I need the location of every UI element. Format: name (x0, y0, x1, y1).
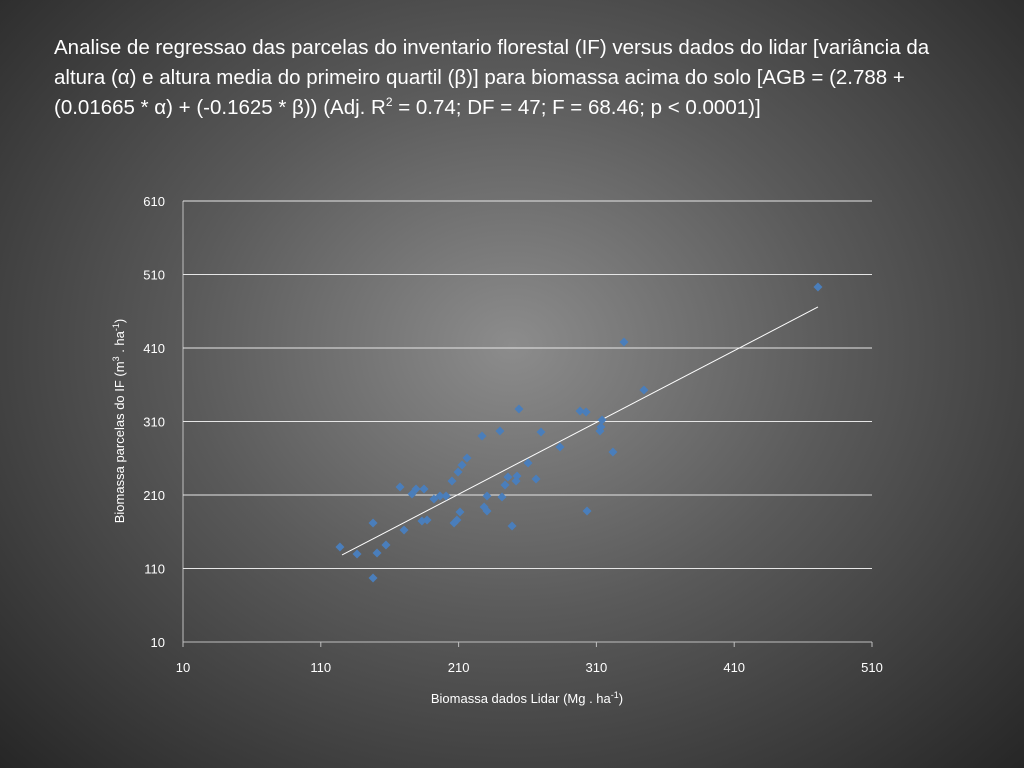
label-text: Biomassa parcelas do IF (m (112, 361, 127, 523)
data-point (507, 521, 517, 531)
data-point (419, 484, 429, 494)
data-point (399, 525, 409, 535)
y-tick-label: 510 (143, 268, 165, 283)
data-point (352, 549, 362, 559)
title-text: = 0.74; DF = 47; F = 68.46; p < 0.0001)] (392, 96, 761, 119)
data-point (813, 282, 823, 292)
label-text: ) (619, 691, 623, 706)
x-tick-label: 110 (310, 660, 331, 675)
data-point (411, 484, 421, 494)
data-point (608, 447, 618, 457)
data-point (422, 515, 432, 525)
data-point (482, 491, 492, 501)
trend-line (341, 306, 819, 556)
x-axis-label: Biomassa dados Lidar (Mg . ha-1) (431, 690, 623, 706)
data-point (368, 573, 378, 583)
label-text: ) (112, 319, 127, 323)
y-tick-label: 110 (144, 562, 165, 577)
data-point (368, 518, 378, 528)
data-point (500, 480, 510, 490)
data-point (452, 515, 462, 525)
y-tick-label: 310 (143, 415, 165, 430)
data-point (453, 467, 463, 477)
data-point (619, 337, 629, 347)
data-point (555, 442, 565, 452)
y-axis-label: Biomassa parcelas do IF (m3 . ha-1) (111, 319, 127, 524)
x-tick-label: 10 (176, 660, 190, 675)
data-point (455, 507, 465, 517)
label-superscript: -1 (611, 690, 619, 700)
data-point (639, 385, 649, 395)
data-point (582, 506, 592, 516)
data-point (462, 453, 472, 463)
y-tick-label: 610 (143, 194, 165, 209)
y-tick-label: 210 (143, 488, 165, 503)
data-point (335, 542, 345, 552)
x-tick-label: 410 (723, 660, 745, 675)
chart-title: Analise de regressao das parcelas do inv… (54, 33, 934, 123)
label-superscript: 3 (111, 356, 121, 361)
y-tick-label: 10 (151, 635, 165, 650)
data-point (447, 476, 457, 486)
data-point (495, 426, 505, 436)
data-point (497, 492, 507, 502)
data-point (503, 472, 513, 482)
title-text: Analise de regressao das parcelas do inv… (54, 36, 930, 119)
data-point (523, 458, 533, 468)
data-point (597, 415, 607, 425)
data-point (381, 540, 391, 550)
data-point (536, 427, 546, 437)
label-text: . ha (112, 330, 127, 356)
data-point (531, 474, 541, 484)
x-tick-label: 210 (448, 660, 470, 675)
data-point (596, 422, 606, 432)
data-point (441, 491, 451, 501)
title-superscript: 2 (385, 95, 393, 110)
label-superscript: -1 (111, 323, 121, 331)
x-tick-label: 310 (586, 660, 608, 675)
data-point (575, 406, 585, 416)
data-point (482, 506, 492, 516)
data-point (581, 407, 591, 417)
data-point (511, 476, 521, 486)
data-point (429, 494, 439, 504)
data-point (435, 491, 445, 501)
y-tick-label: 410 (143, 341, 165, 356)
data-point (477, 431, 487, 441)
x-tick-label: 510 (861, 660, 883, 675)
data-point (457, 460, 467, 470)
data-point (372, 548, 382, 558)
label-text: Biomassa dados Lidar (Mg . ha (431, 691, 612, 706)
data-point (395, 482, 405, 492)
data-point (514, 404, 524, 414)
